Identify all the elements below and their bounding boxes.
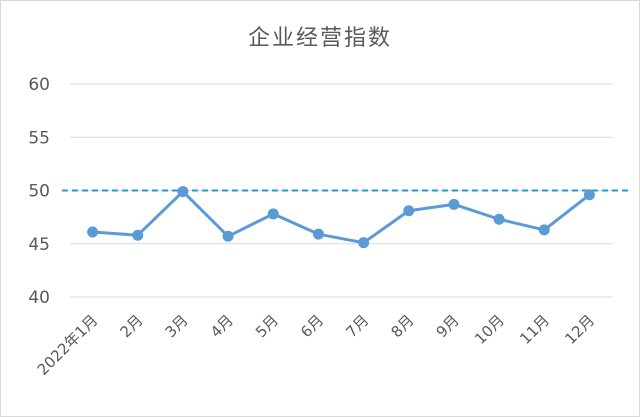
x-tick-label: 6月 bbox=[297, 311, 327, 341]
x-tick-label: 10月 bbox=[471, 311, 508, 348]
data-point bbox=[493, 213, 505, 225]
data-point bbox=[358, 237, 370, 249]
data-point bbox=[267, 208, 279, 220]
x-tick-label: 8月 bbox=[387, 311, 417, 341]
x-tick-label: 5月 bbox=[252, 311, 282, 341]
x-tick-label: 4月 bbox=[207, 311, 237, 341]
gridlines bbox=[70, 83, 612, 298]
y-tick-label: 45 bbox=[28, 235, 50, 255]
x-tick-label: 2月 bbox=[116, 311, 146, 341]
x-tick-label: 9月 bbox=[433, 311, 463, 341]
data-point bbox=[583, 189, 595, 201]
data-point bbox=[87, 226, 99, 238]
x-axis: 2022年1月 2月 3月 4月 5月 6月 7月 8月 9月 10月 11月 12月 bbox=[34, 311, 599, 379]
data-point bbox=[177, 186, 189, 198]
x-tick-label: 2022年1月 bbox=[34, 311, 102, 379]
data-point bbox=[403, 205, 415, 217]
y-axis: 40 45 50 55 60 bbox=[28, 75, 50, 308]
x-tick-label: 12月 bbox=[561, 311, 598, 348]
x-tick-label: 7月 bbox=[342, 311, 372, 341]
data-point bbox=[222, 230, 234, 242]
data-point bbox=[312, 228, 324, 240]
y-tick-label: 55 bbox=[28, 128, 50, 148]
y-tick-label: 40 bbox=[28, 288, 50, 308]
series-group bbox=[87, 186, 595, 249]
x-tick-label: 11月 bbox=[516, 311, 553, 348]
series-line bbox=[92, 190, 591, 245]
y-tick-label: 60 bbox=[28, 75, 50, 95]
y-tick-label: 50 bbox=[28, 182, 50, 202]
x-tick-label: 3月 bbox=[162, 311, 192, 341]
data-point bbox=[132, 229, 144, 241]
chart-title: 企业经营指数 bbox=[247, 26, 392, 51]
data-point bbox=[538, 224, 550, 236]
data-point bbox=[448, 198, 460, 210]
